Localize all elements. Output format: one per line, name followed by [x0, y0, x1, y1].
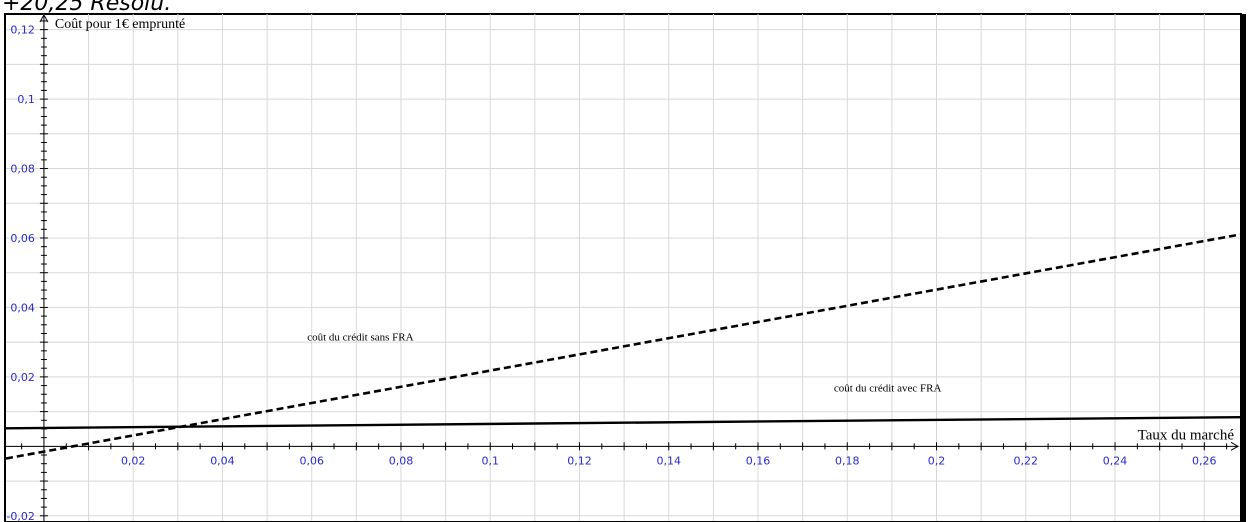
- y-tick-labels: 0,12 0,1 0,08 0,06 0,04 0,02 -0,02: [6, 24, 34, 522]
- x-axis-arrow: [1230, 441, 1240, 451]
- x-tick-label: 0,24: [1103, 454, 1128, 467]
- y-axis-arrow: [39, 13, 49, 23]
- x-tick-label: 0,18: [835, 454, 860, 467]
- y-tick-label: -0,02: [6, 510, 34, 522]
- y-tick-label: 0,04: [10, 301, 35, 314]
- x-tick-label: 0,04: [210, 454, 235, 467]
- series-lines: [5, 233, 1241, 460]
- y-tick-label: 0,02: [10, 371, 35, 384]
- y-tick-label: 0,08: [10, 163, 35, 176]
- x-tick-label: 0,06: [299, 454, 324, 467]
- series-avec-fra-line: [5, 415, 1241, 430]
- y-axis-title: Coût pour 1€ emprunté: [55, 17, 185, 32]
- x-tick-label: 0,12: [567, 454, 592, 467]
- x-tick-label: 0,02: [121, 454, 146, 467]
- y-tick-label: 0,06: [10, 232, 35, 245]
- x-tick-label: 0,22: [1014, 454, 1039, 467]
- x-tick-label: 0,1: [481, 454, 499, 467]
- x-tick-label: 0,2: [928, 454, 946, 467]
- x-axis-title: Taux du marché: [1138, 427, 1235, 443]
- right-edge-bar: [1240, 14, 1246, 522]
- x-tick-label: 0,08: [389, 454, 414, 467]
- grid: [6, 14, 1240, 521]
- x-tick-label: 0,14: [656, 454, 681, 467]
- x-tick-label: 0,16: [746, 454, 771, 467]
- annotations: coût du crédit sans FRA coût du crédit av…: [307, 331, 941, 394]
- series-sans-fra-line: [5, 233, 1241, 460]
- axes: [6, 13, 1240, 521]
- plot-frame: [4, 13, 1242, 522]
- header-fragment: +20,25 Résolu.: [2, 0, 171, 16]
- y-tick-label: 0,1: [17, 93, 35, 106]
- y-tick-label: 0,12: [10, 24, 35, 37]
- annotation-sans-fra: coût du crédit sans FRA: [307, 331, 413, 343]
- x-tick-label: 0,26: [1192, 454, 1217, 467]
- x-tick-labels: 0,02 0,04 0,06 0,08 0,1 0,12 0,14 0,16 0,18 0,2 0,…: [121, 454, 1217, 467]
- annotation-avec-fra: coût du crédit avec FRA: [834, 382, 942, 394]
